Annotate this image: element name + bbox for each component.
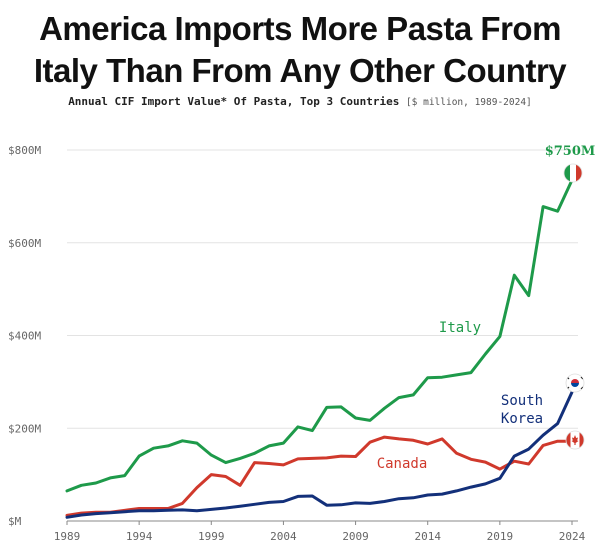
y-tick-label: $M <box>8 515 22 528</box>
series-label-italy: Italy <box>439 320 481 336</box>
canada-flag-icon <box>565 430 585 450</box>
x-tick-label: 1994 <box>126 530 153 543</box>
x-tick-label: 2014 <box>414 530 441 543</box>
x-tick-label: 2019 <box>487 530 514 543</box>
series-label-canada: Canada <box>377 456 428 472</box>
italy-end-value-label: $750M <box>545 144 596 159</box>
chart-title-line-2: Italy Than From Any Other Country <box>33 52 567 89</box>
y-tick-label: $400M <box>8 330 41 343</box>
chart-title-line-1: America Imports More Pasta From <box>39 10 561 47</box>
x-tick-label: 2024 <box>559 530 586 543</box>
y-tick-label: $600M <box>8 237 41 250</box>
x-tick-label: 2009 <box>342 530 369 543</box>
series-line-italy <box>65 178 574 493</box>
y-tick-label: $200M <box>8 422 41 435</box>
chart-title: America Imports More Pasta From Italy Th… <box>0 8 600 92</box>
chart-subtitle-note: [$ million, 1989-2024] <box>405 97 532 108</box>
y-tick-label: $800M <box>8 144 41 157</box>
series-line-south-korea <box>65 390 574 519</box>
south-korea-flag-icon <box>565 373 585 393</box>
x-tick-label: 2004 <box>270 530 297 543</box>
italy-flag-icon <box>563 163 583 183</box>
chart-subtitle-main: Annual CIF Import Value* Of Pasta, Top 3… <box>68 95 400 108</box>
x-tick-label: 1989 <box>54 530 81 543</box>
chart-subtitle: Annual CIF Import Value* Of Pasta, Top 3… <box>0 95 600 108</box>
series-line-canada <box>65 435 574 517</box>
x-tick-label: 1999 <box>198 530 225 543</box>
series-label-south-korea: South Korea <box>501 393 543 427</box>
